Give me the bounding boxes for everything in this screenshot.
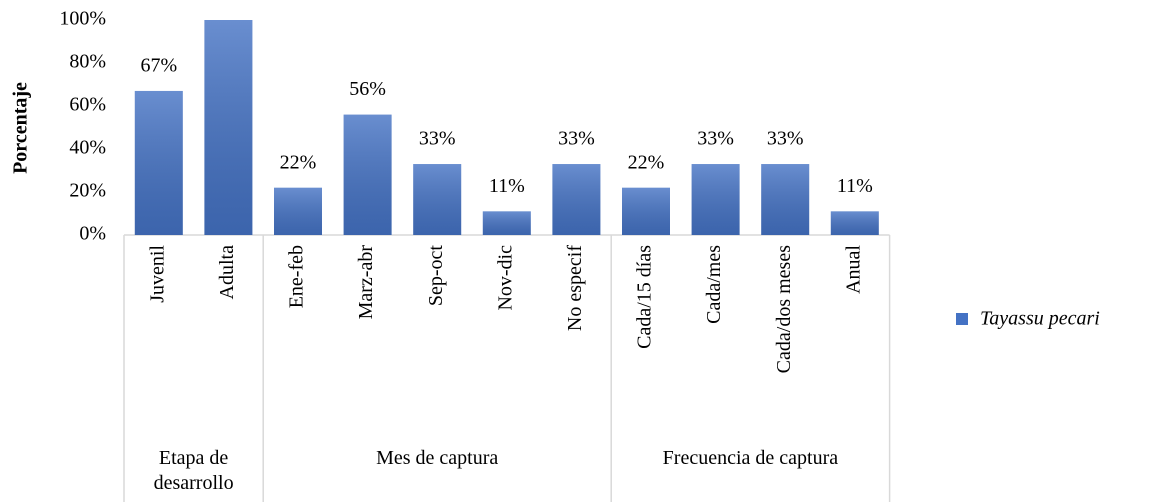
y-axis-label: Porcentaje — [10, 82, 32, 174]
data-label: 22% — [628, 151, 665, 173]
bar-shade — [343, 114, 392, 235]
bar-shade — [622, 187, 670, 235]
y-tick-label: 80% — [69, 51, 106, 73]
y-tick-label: 100% — [59, 8, 106, 30]
x-tick-label: Cada/dos meses — [773, 245, 795, 374]
bar-shade — [134, 90, 183, 235]
x-tick-label: Sep-oct — [425, 245, 447, 307]
data-label: 33% — [767, 128, 804, 150]
x-tick-label: Adulta — [216, 245, 238, 300]
y-tick-label: 0% — [79, 223, 106, 245]
x-tick-label: Cada/mes — [703, 245, 725, 324]
bar-shade — [761, 164, 810, 235]
data-label: 33% — [697, 128, 734, 150]
x-tick-label: Anual — [842, 245, 864, 294]
data-label: 33% — [558, 128, 595, 150]
y-tick-label: 60% — [69, 94, 106, 116]
data-label: 56% — [349, 78, 386, 100]
bar-shade — [691, 164, 740, 235]
x-tick-label: Marz-abr — [355, 245, 377, 320]
group-label: Frecuencia de captura — [662, 447, 839, 469]
data-label: 33% — [419, 128, 456, 150]
bar-shade — [274, 187, 322, 235]
y-tick-label: 40% — [69, 137, 106, 159]
data-label: 11% — [837, 175, 873, 197]
bar-shade — [552, 164, 601, 235]
x-tick-label: Ene-feb — [286, 245, 308, 308]
legend-swatch — [956, 313, 968, 325]
data-label: 11% — [489, 175, 525, 197]
x-tick-label: Nov-dic — [494, 245, 516, 311]
bar-shade — [482, 211, 531, 235]
bar-shade — [204, 20, 253, 235]
group-label: Etapa de desarrollo — [153, 447, 234, 494]
y-tick-label: 20% — [69, 180, 106, 202]
data-label: 22% — [280, 151, 317, 173]
x-tick-label: Juvenil — [146, 245, 168, 303]
group-label: Mes de captura — [376, 447, 499, 469]
bar-shade — [413, 164, 462, 235]
x-tick-label: No especif — [564, 245, 586, 331]
data-label: 67% — [140, 55, 177, 77]
legend-label: Tayassu pecari — [980, 308, 1100, 330]
x-tick-label: Cada/15 días — [634, 245, 656, 349]
bar-shade — [830, 211, 879, 235]
